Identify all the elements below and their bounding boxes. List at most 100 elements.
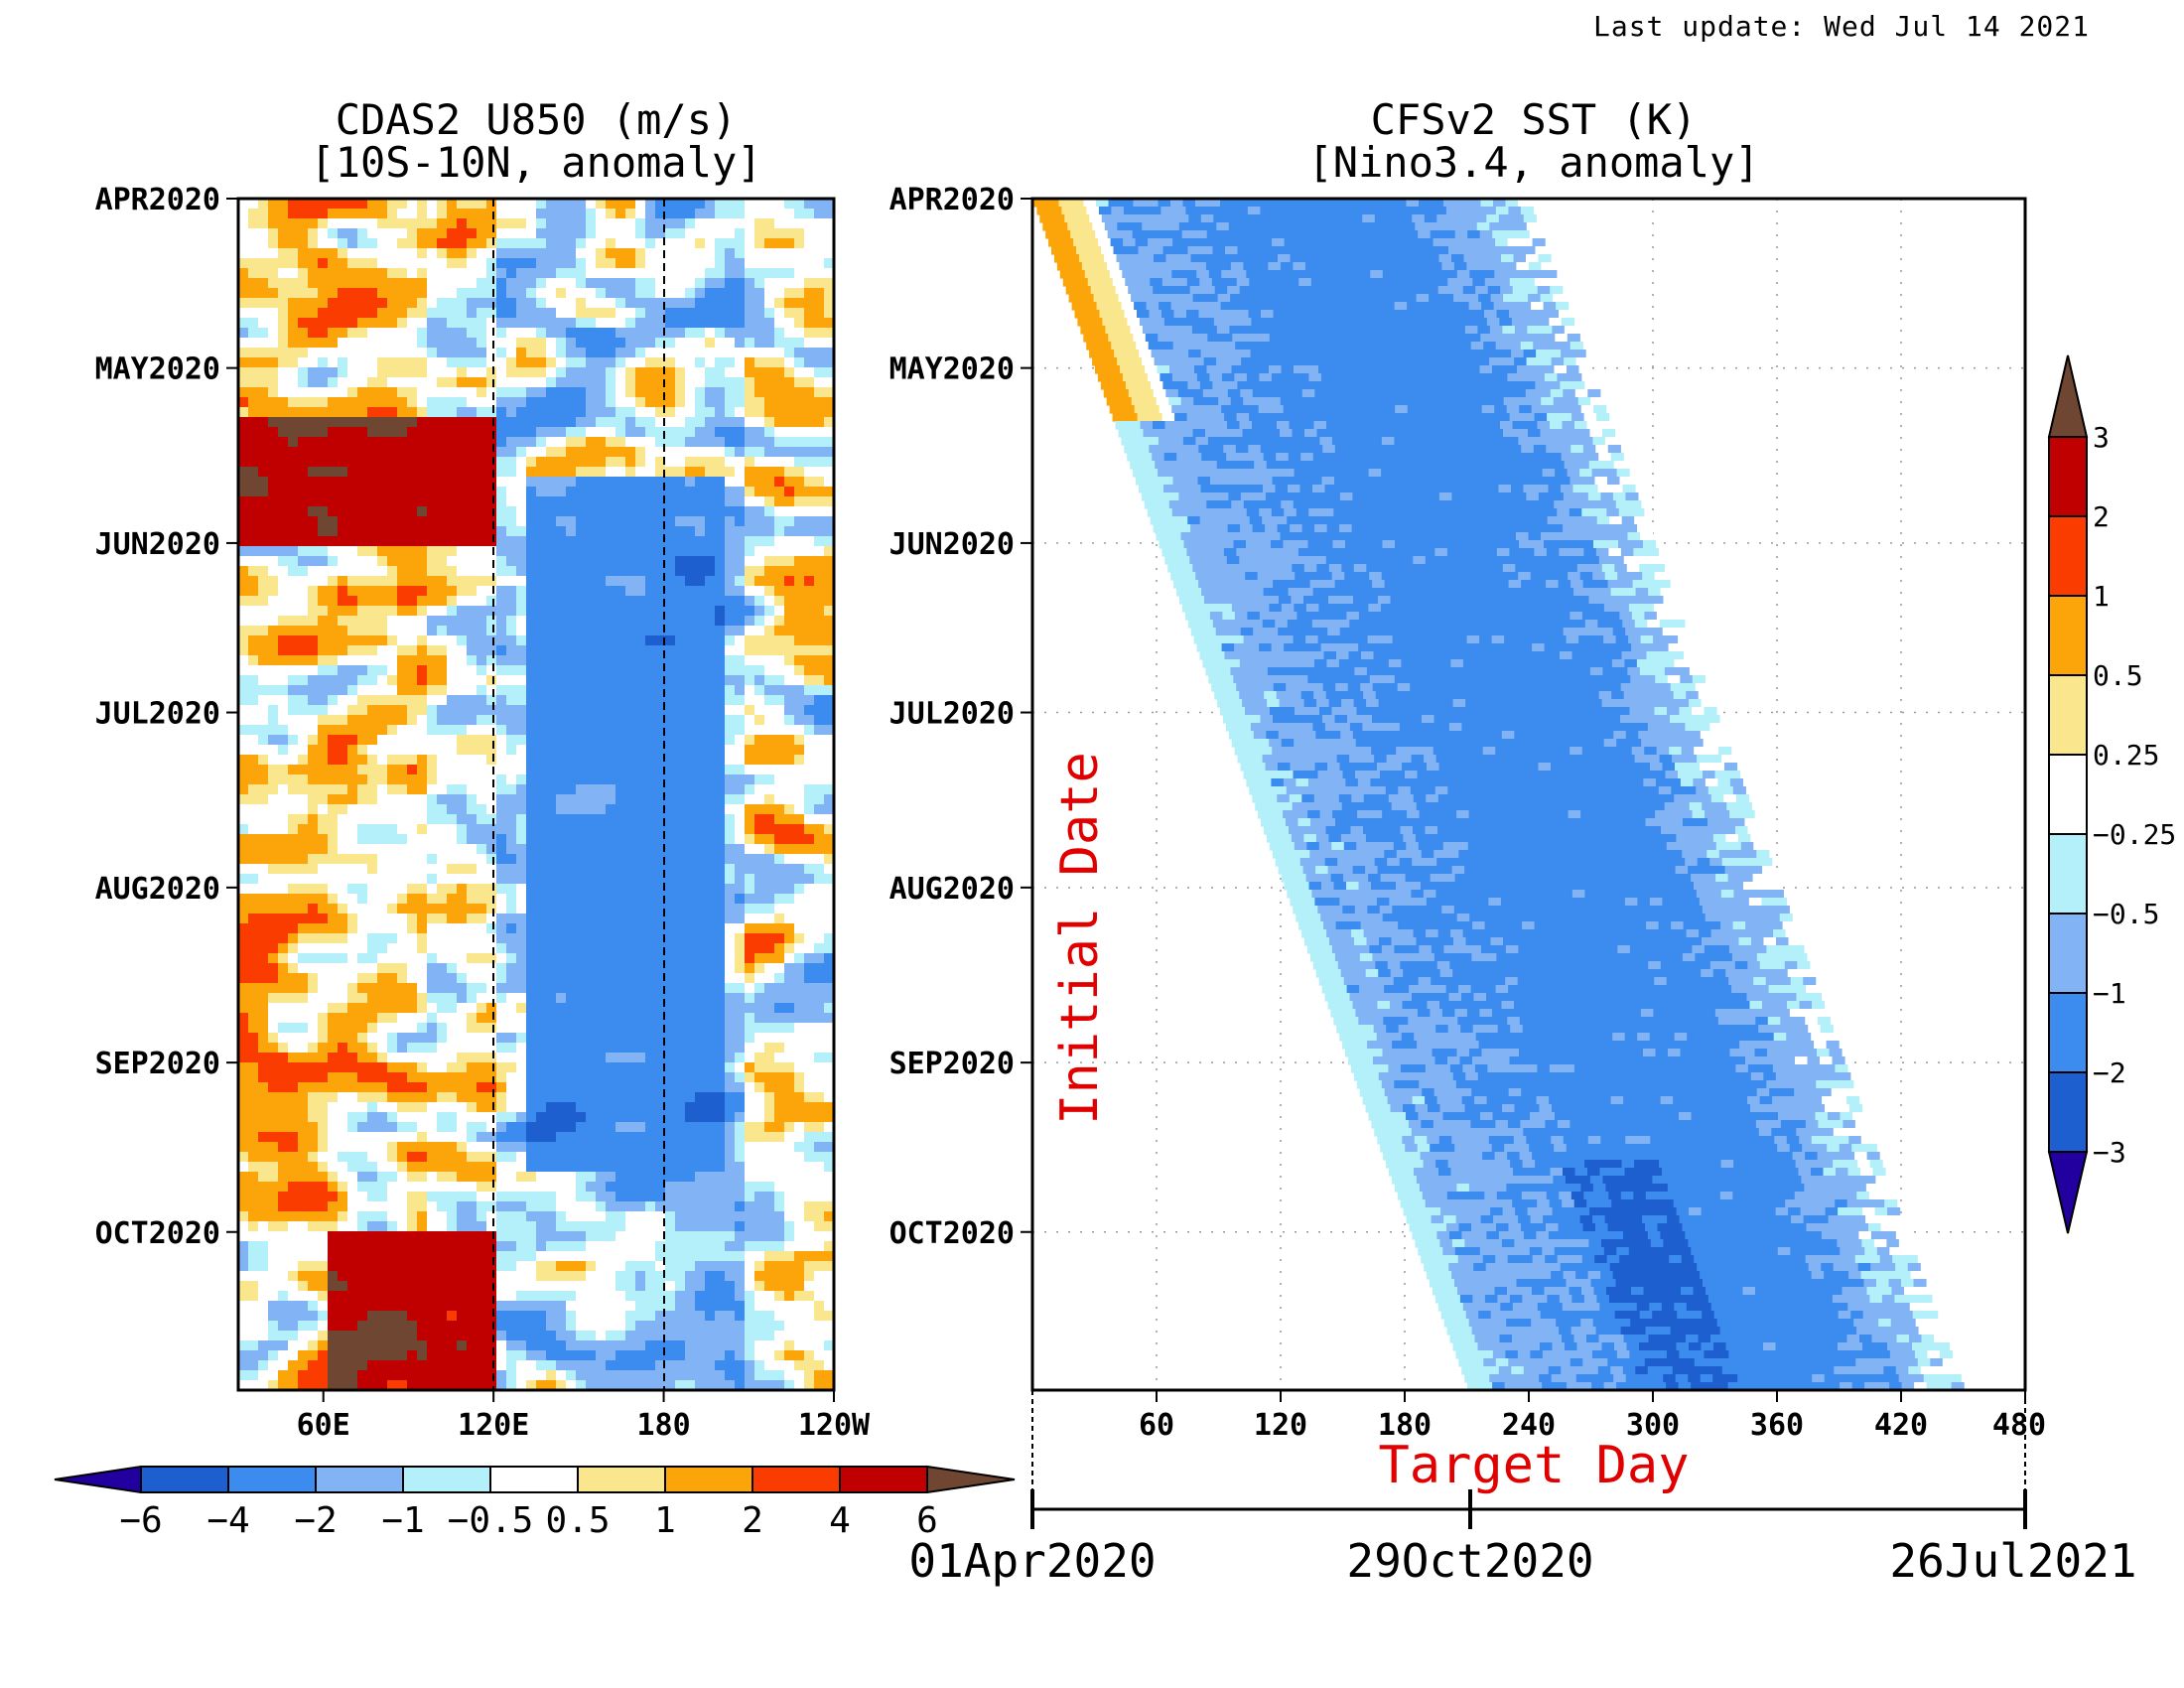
u850-cell — [516, 318, 527, 329]
u850-cell — [437, 914, 448, 924]
u850-cell — [596, 635, 607, 646]
u850-cell — [328, 874, 339, 885]
u850-cell — [824, 248, 834, 259]
u850-cell — [774, 417, 785, 428]
u850-cell — [328, 218, 339, 229]
u850-cell — [576, 457, 587, 468]
u850-cell — [477, 407, 487, 418]
u850-cell — [308, 417, 319, 428]
u850-cell — [496, 377, 507, 388]
u850-cell — [357, 685, 368, 696]
u850-cell — [477, 496, 487, 507]
u850-cell — [625, 953, 636, 964]
u850-cell — [367, 834, 378, 845]
u850-cell — [546, 258, 557, 269]
u850-cell — [556, 407, 567, 418]
u850-cell — [298, 238, 309, 249]
u850-cell — [268, 755, 279, 766]
u850-cell — [258, 745, 269, 756]
u850-cell — [655, 209, 666, 219]
u850-cell — [328, 536, 339, 547]
u850-cell — [625, 884, 636, 895]
u850-cell — [784, 268, 795, 279]
u850-cell — [526, 665, 537, 676]
u850-cell — [615, 467, 626, 478]
u850-cell — [477, 864, 487, 875]
u850-cell — [496, 616, 507, 627]
u850-cell — [804, 506, 815, 517]
u850-cell — [625, 417, 636, 428]
u850-cell — [248, 953, 259, 964]
u850-cell — [685, 715, 696, 726]
u850-cell — [715, 834, 726, 845]
u850-cell — [318, 556, 329, 567]
u850-cell — [526, 894, 537, 905]
u850-cell — [308, 904, 319, 914]
u850-cell — [794, 546, 805, 557]
u850-cell — [407, 576, 418, 587]
u850-cell — [397, 814, 408, 825]
u850-cell — [516, 983, 527, 994]
u850-cell — [745, 1003, 755, 1014]
u850-cell — [804, 487, 815, 497]
u850-cell — [516, 467, 527, 478]
u850-cell — [774, 864, 785, 875]
u850-cell — [338, 874, 348, 885]
u850-cell — [407, 675, 418, 686]
u850-cell — [387, 1013, 398, 1024]
u850-cell — [407, 308, 418, 319]
u850-cell — [397, 407, 408, 418]
u850-cell — [625, 427, 636, 438]
u850-cell — [695, 308, 706, 319]
u850-cell — [268, 298, 279, 309]
u850-cell — [615, 804, 626, 815]
u850-cell — [367, 645, 378, 656]
u850-cell — [397, 844, 408, 855]
u850-cell — [576, 516, 587, 527]
u850-cell — [566, 288, 577, 299]
u850-cell — [774, 596, 785, 607]
u850-cell — [625, 914, 636, 924]
u850-cell — [328, 834, 339, 845]
u850-cell — [357, 238, 368, 249]
u850-cell — [625, 864, 636, 875]
u850-cell — [635, 844, 646, 855]
u850-cell — [784, 417, 795, 428]
u850-cell — [437, 526, 448, 537]
u850-cell — [715, 308, 726, 319]
u850-cell — [407, 725, 418, 736]
u850-cell — [407, 506, 418, 517]
u850-cell — [576, 427, 587, 438]
u850-cell — [437, 496, 448, 507]
u850-cell — [615, 566, 626, 577]
u850-cell — [606, 635, 616, 646]
u850-cell — [735, 258, 746, 269]
u850-cell — [774, 1003, 785, 1014]
u850-cell — [715, 387, 726, 398]
u850-cell — [347, 596, 358, 607]
u850-cell — [288, 308, 299, 319]
u850-cell — [645, 864, 656, 875]
u850-cell — [705, 824, 716, 835]
u850-cell — [427, 447, 438, 458]
u850-cell — [427, 675, 438, 686]
u850-cell — [774, 626, 785, 636]
u850-cell — [516, 695, 527, 706]
u850-cell — [367, 596, 378, 607]
u850-cell — [496, 328, 507, 339]
u850-cell — [754, 943, 765, 954]
u850-cell — [566, 874, 577, 885]
u850-cell — [347, 477, 358, 488]
u850-cell — [695, 993, 706, 1004]
u850-cell — [536, 417, 547, 428]
u850-cell — [745, 894, 755, 905]
u850-cell — [645, 218, 656, 229]
u850-cell — [814, 278, 825, 289]
u850-cell — [338, 308, 348, 319]
u850-cell — [238, 328, 249, 339]
u850-cell — [754, 338, 765, 349]
u850-cell — [754, 228, 765, 239]
u850-cell — [596, 923, 607, 934]
u850-cell — [536, 755, 547, 766]
u850-cell — [308, 725, 319, 736]
